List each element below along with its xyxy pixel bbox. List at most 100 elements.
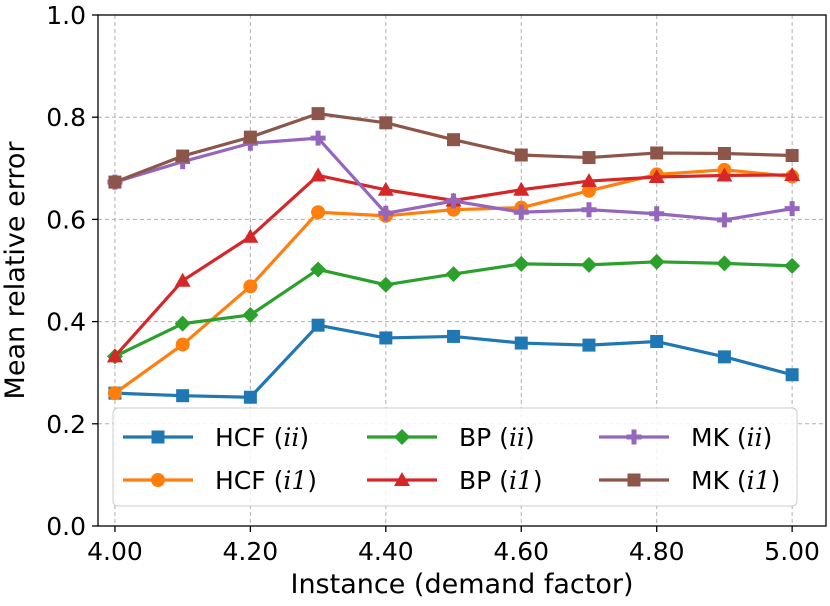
data-point: [716, 212, 732, 228]
legend-item: HCF (ii): [123, 423, 309, 452]
data-point: [648, 168, 665, 183]
data-point: [311, 107, 325, 121]
legend-item: BP (i1): [367, 466, 543, 495]
series-bp-ii: [106, 253, 801, 365]
data-point: [649, 206, 665, 222]
legend-close: ): [533, 466, 543, 495]
data-point: [784, 257, 801, 274]
data-point: [176, 149, 190, 163]
data-point: [785, 368, 799, 382]
legend-variant: ii: [509, 423, 525, 452]
legend-label: HCF (ii): [215, 423, 309, 452]
data-point: [514, 336, 528, 350]
legend-marker: [627, 473, 641, 487]
x-tick-label: 4.20: [223, 537, 279, 566]
legend-label: HCF (i1): [215, 466, 317, 495]
x-axis-label: Instance (demand factor): [290, 569, 633, 600]
legend-label: MK (i1): [691, 466, 780, 495]
legend-variant: i1: [509, 466, 533, 495]
data-point: [445, 266, 462, 283]
legend-close: ): [771, 466, 781, 495]
y-tick-label: 0.0: [46, 512, 86, 541]
data-point: [717, 350, 731, 364]
data-point: [310, 167, 327, 182]
data-point: [581, 183, 596, 198]
data-point: [108, 175, 122, 189]
legend-close: ): [299, 423, 309, 452]
data-point: [106, 348, 123, 363]
data-point: [582, 151, 596, 165]
x-tick-label: 4.60: [493, 537, 549, 566]
x-tick-label: 4.40: [358, 537, 414, 566]
y-tick-label: 0.8: [46, 103, 86, 132]
data-point: [310, 130, 326, 146]
data-point: [582, 338, 596, 352]
axis-ticks: 4.00 4.20 4.40 4.60 4.80 5.00 0.0 0.2 0.4 0.6 0.8 1…: [46, 1, 820, 566]
legend-method: MK (: [691, 423, 747, 452]
data-point: [377, 181, 394, 196]
data-point: [243, 390, 257, 404]
x-tick-label: 5.00: [764, 537, 820, 566]
data-point: [784, 166, 801, 181]
series-hcf-ii: [108, 318, 799, 404]
legend-method: HCF (: [215, 466, 283, 495]
legend-marker: [394, 472, 410, 486]
legend-method: MK (: [691, 466, 747, 495]
data-point: [377, 276, 394, 293]
data-point: [175, 337, 190, 352]
data-point: [717, 146, 731, 160]
data-point: [716, 255, 733, 272]
legend-method: BP (: [459, 423, 509, 452]
legend-marker: [394, 429, 410, 445]
data-point: [311, 318, 325, 332]
data-point: [242, 306, 259, 323]
data-point: [107, 386, 122, 401]
data-point: [513, 181, 530, 196]
legend-item: MK (ii): [599, 423, 772, 452]
plot-frame: [97, 14, 827, 527]
legend-variant: ii: [283, 423, 299, 452]
data-point: [174, 272, 191, 287]
data-point: [379, 116, 393, 130]
legend-label: BP (ii): [459, 423, 535, 452]
legend-marker: [151, 430, 165, 444]
x-tick-label: 4.80: [629, 537, 685, 566]
data-point: [243, 130, 257, 144]
y-tick-label: 0.4: [46, 308, 86, 337]
legend-item: BP (ii): [367, 423, 535, 452]
data-point: [379, 331, 393, 345]
legend-marker: [626, 429, 642, 445]
y-tick-label: 0.6: [46, 205, 86, 234]
data-point: [310, 261, 327, 278]
legend-close: ): [763, 423, 773, 452]
data-point: [378, 205, 394, 221]
data-point: [242, 228, 259, 243]
data-point: [446, 193, 462, 209]
legend-label: BP (i1): [459, 466, 543, 495]
y-tick-label: 0.2: [46, 410, 86, 439]
legend-marker: [151, 473, 165, 487]
data-point: [447, 329, 461, 343]
series-group: [106, 107, 801, 404]
legend-variant: i1: [283, 466, 307, 495]
data-point: [650, 146, 664, 160]
data-point: [648, 253, 665, 270]
legend-variant: ii: [747, 423, 763, 452]
legend-variant: i1: [747, 466, 771, 495]
data-point: [447, 133, 461, 147]
legend-label: MK (ii): [691, 423, 772, 452]
legend-method: BP (: [459, 466, 509, 495]
data-point: [580, 256, 597, 273]
legend-item: MK (i1): [599, 466, 780, 495]
data-point: [784, 201, 800, 217]
data-point: [243, 279, 258, 294]
series-mk-i1: [108, 107, 799, 189]
legend-close: ): [525, 423, 535, 452]
data-point: [581, 202, 597, 218]
legend-method: HCF (: [215, 423, 283, 452]
data-point: [176, 389, 190, 403]
legend-close: ): [307, 466, 317, 495]
y-tick-label: 1.0: [46, 1, 86, 30]
data-point: [650, 335, 664, 349]
legend-item: HCF (i1): [123, 466, 317, 495]
